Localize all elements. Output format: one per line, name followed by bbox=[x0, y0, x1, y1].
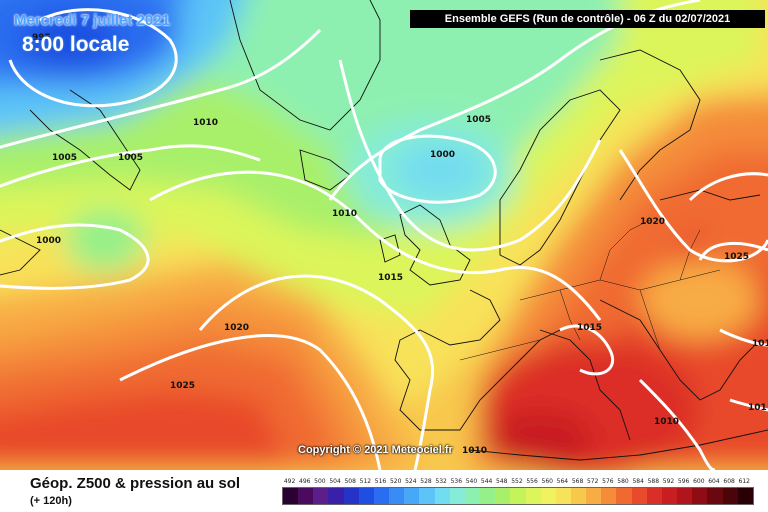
isobar-label: 995 bbox=[32, 33, 51, 43]
scale-swatch bbox=[646, 488, 662, 504]
coastlines bbox=[0, 0, 768, 461]
color-scale-labels: 492 496 500 504 508 512 516 520 524 528 532 536 540 5… bbox=[282, 478, 752, 485]
scale-label: 492 bbox=[283, 478, 296, 485]
scale-label: 580 bbox=[617, 478, 629, 485]
scale-label: 612 bbox=[738, 478, 750, 485]
scale-label: 608 bbox=[723, 478, 735, 485]
scale-label: 596 bbox=[677, 478, 690, 485]
isobar-label: 1000 bbox=[430, 150, 455, 160]
scale-swatch bbox=[555, 488, 571, 504]
forecast-date: Mercredi 7 juillet 2021 bbox=[14, 12, 170, 29]
scale-label: 588 bbox=[647, 478, 660, 485]
legend-panel: Géop. Z500 & pression au sol (+ 120h) 49… bbox=[0, 470, 768, 512]
isobar-label: 1010 bbox=[462, 446, 487, 456]
scale-swatch bbox=[480, 488, 496, 504]
scale-swatch bbox=[343, 488, 359, 504]
scale-swatch bbox=[737, 488, 753, 504]
isobar-label: 1025 bbox=[170, 381, 195, 391]
scale-label: 500 bbox=[314, 478, 326, 485]
scale-swatch bbox=[495, 488, 511, 504]
color-scale: 492 496 500 504 508 512 516 520 524 528 532 536 540 5… bbox=[282, 478, 754, 510]
scale-swatch bbox=[434, 488, 450, 504]
scale-swatch bbox=[358, 488, 374, 504]
scale-label: 504 bbox=[329, 478, 341, 485]
scale-swatch bbox=[313, 488, 329, 504]
isobar-label: 1010 bbox=[654, 417, 679, 427]
scale-swatch bbox=[540, 488, 556, 504]
isobar-labels: 995 1010 1005 1005 1005 1000 1010 1000 1… bbox=[32, 33, 768, 456]
scale-swatch bbox=[298, 488, 314, 504]
scale-label: 536 bbox=[450, 478, 463, 485]
scale-label: 524 bbox=[405, 478, 417, 485]
scale-label: 516 bbox=[374, 478, 387, 485]
scale-swatch bbox=[464, 488, 481, 504]
isobar-label: 1005 bbox=[118, 153, 143, 163]
color-scale-bar bbox=[282, 487, 754, 505]
scale-swatch bbox=[722, 488, 738, 504]
scale-label: 560 bbox=[541, 478, 553, 485]
forecast-time: 8:00 locale bbox=[22, 33, 130, 56]
scale-swatch bbox=[677, 488, 693, 504]
scale-label: 496 bbox=[299, 478, 311, 485]
isobar-label: 1015 bbox=[378, 273, 403, 283]
scale-label: 544 bbox=[480, 478, 493, 485]
scale-swatch bbox=[707, 488, 723, 504]
scale-label: 528 bbox=[420, 478, 432, 485]
scale-swatch bbox=[586, 488, 602, 504]
scale-label: 508 bbox=[344, 478, 356, 485]
scale-label: 584 bbox=[632, 478, 644, 485]
scale-label: 540 bbox=[465, 478, 478, 485]
map-canvas: 995 1010 1005 1005 1005 1000 1010 1000 1… bbox=[0, 0, 768, 470]
scale-swatch bbox=[283, 488, 299, 504]
scale-label: 600 bbox=[693, 478, 705, 485]
scale-label: 564 bbox=[556, 478, 569, 485]
isobar-label: 1005 bbox=[52, 153, 77, 163]
scale-swatch bbox=[373, 488, 390, 504]
scale-label: 572 bbox=[586, 478, 599, 485]
isobar-label: 1010 bbox=[332, 209, 357, 219]
weather-map: 995 1010 1005 1005 1005 1000 1010 1000 1… bbox=[0, 0, 768, 470]
scale-swatch bbox=[404, 488, 420, 504]
scale-swatch bbox=[419, 488, 435, 504]
scale-swatch bbox=[631, 488, 647, 504]
isobar-label: 1010 bbox=[193, 118, 218, 128]
model-run-banner: Ensemble GEFS (Run de contrôle) - 06 Z d… bbox=[410, 10, 765, 28]
geopotential-field bbox=[0, 0, 768, 470]
scale-label: 556 bbox=[526, 478, 538, 485]
scale-label: 576 bbox=[602, 478, 614, 485]
scale-label: 604 bbox=[708, 478, 720, 485]
scale-label: 520 bbox=[389, 478, 402, 485]
isobar-label: 1015 bbox=[577, 323, 602, 333]
isobar-label: 1005 bbox=[466, 115, 491, 125]
isobar-label: 1025 bbox=[724, 252, 749, 262]
scale-swatch bbox=[601, 488, 617, 504]
scale-label: 568 bbox=[571, 478, 584, 485]
scale-label: 532 bbox=[435, 478, 447, 485]
scale-swatch bbox=[389, 488, 405, 504]
copyright-notice: Copyright © 2021 Meteociel.fr bbox=[298, 444, 453, 456]
scale-swatch bbox=[692, 488, 708, 504]
legend-title: Géop. Z500 & pression au sol bbox=[30, 475, 241, 492]
scale-swatch bbox=[616, 488, 632, 504]
scale-label: 552 bbox=[511, 478, 523, 485]
legend-subtitle: (+ 120h) bbox=[30, 495, 72, 507]
scale-swatch bbox=[510, 488, 526, 504]
isobar-label: 101 bbox=[748, 403, 767, 413]
scale-swatch bbox=[570, 488, 587, 504]
scale-label: 548 bbox=[496, 478, 508, 485]
isobar-label: 1000 bbox=[36, 236, 61, 246]
isobar-label: 1020 bbox=[224, 323, 249, 333]
scale-swatch bbox=[661, 488, 678, 504]
scale-swatch bbox=[328, 488, 344, 504]
isobar-label: 101 bbox=[752, 339, 768, 349]
isobar-label: 1020 bbox=[640, 217, 665, 227]
scale-label: 512 bbox=[359, 478, 372, 485]
scale-label: 592 bbox=[662, 478, 675, 485]
scale-swatch bbox=[449, 488, 465, 504]
scale-swatch bbox=[525, 488, 541, 504]
